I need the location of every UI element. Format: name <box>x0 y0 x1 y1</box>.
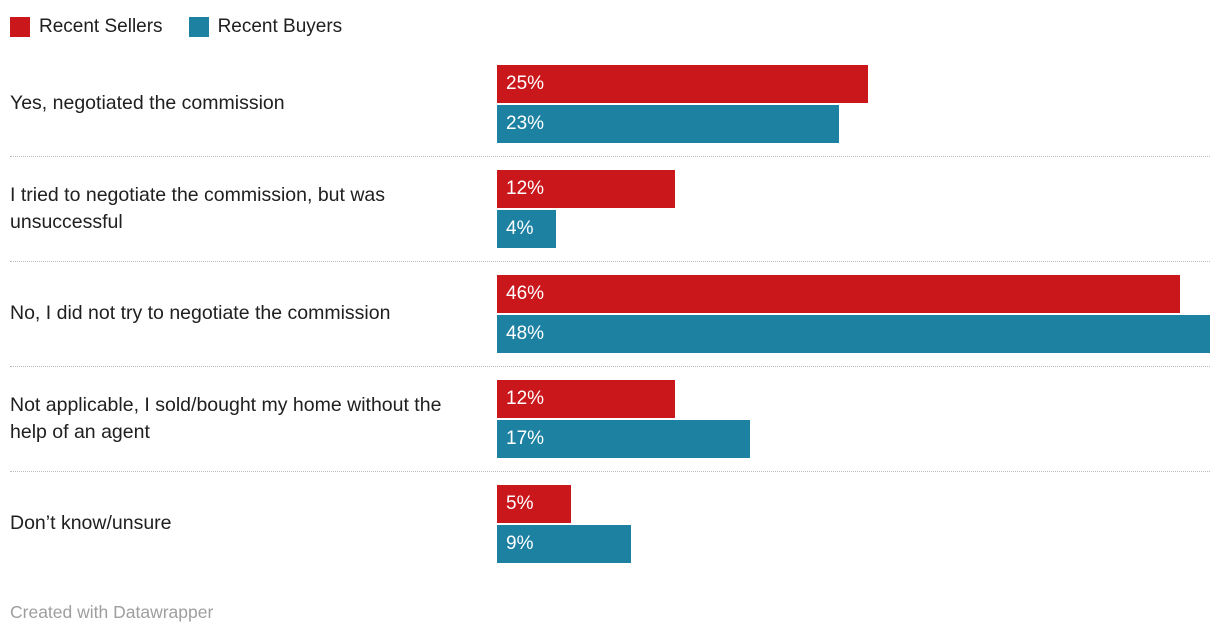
bar-value-label: 9% <box>506 533 534 554</box>
row-separator <box>10 366 1210 367</box>
bar-chart: Recent Sellers Recent Buyers Yes, negoti… <box>10 0 1210 576</box>
bar-group: 25% 23% <box>497 65 1210 143</box>
category-label: Yes, negotiated the commission <box>10 92 285 115</box>
bar-sellers: 46% <box>497 275 1181 313</box>
bar-group: 46% 48% <box>497 275 1210 353</box>
bar-value-label: 12% <box>506 178 545 199</box>
chart-row: Not applicable, I sold/bought my home wi… <box>10 367 1210 471</box>
footer-credit: Created with Datawrapper <box>10 602 214 622</box>
bar-group: 5% 9% <box>497 485 1210 563</box>
rows: Yes, negotiated the commission 25% 23% I tr… <box>10 52 1210 576</box>
legend-swatch-buyers-icon <box>188 17 209 37</box>
row-separator <box>10 261 1210 262</box>
bar-sellers: 5% <box>497 485 572 523</box>
legend-item-sellers: Recent Sellers <box>10 16 163 38</box>
bar-group: 12% 17% <box>497 380 1210 458</box>
chart-row: Yes, negotiated the commission 25% 23% <box>10 52 1210 156</box>
bar-sellers: 12% <box>497 380 676 418</box>
chart-row: Don’t know/unsure 5% 9% <box>10 472 1210 576</box>
bar-buyers: 4% <box>497 210 557 248</box>
legend-label-buyers: Recent Buyers <box>217 16 343 37</box>
bar-value-label: 12% <box>506 388 545 409</box>
bar-value-label: 46% <box>506 283 545 304</box>
bar-sellers: 25% <box>497 65 869 103</box>
category-label: Not applicable, I sold/bought my home wi… <box>10 393 442 443</box>
bar-buyers: 23% <box>497 105 839 143</box>
category-label: Don’t know/unsure <box>10 512 172 535</box>
bar-group: 12% 4% <box>497 170 1210 248</box>
bar-value-label: 48% <box>506 323 545 344</box>
bar-buyers: 9% <box>497 525 631 563</box>
chart-row: No, I did not try to negotiate the commi… <box>10 262 1210 366</box>
bar-value-label: 5% <box>506 493 534 514</box>
bar-value-label: 17% <box>506 428 545 449</box>
legend-swatch-sellers-icon <box>10 17 30 37</box>
category-label: No, I did not try to negotiate the commi… <box>10 302 391 325</box>
bar-sellers: 12% <box>497 170 676 208</box>
bar-value-label: 25% <box>506 73 545 94</box>
legend-label-sellers: Recent Sellers <box>39 16 163 37</box>
bar-buyers: 48% <box>497 315 1210 353</box>
legend: Recent Sellers Recent Buyers <box>10 0 1210 52</box>
row-separator <box>10 156 1210 157</box>
bar-value-label: 4% <box>506 218 534 239</box>
bar-value-label: 23% <box>506 113 545 134</box>
bar-buyers: 17% <box>497 420 750 458</box>
row-separator <box>10 471 1210 472</box>
category-label: I tried to negotiate the commission, but… <box>10 183 386 233</box>
legend-item-buyers: Recent Buyers <box>188 16 343 38</box>
chart-row: I tried to negotiate the commission, but… <box>10 157 1210 261</box>
